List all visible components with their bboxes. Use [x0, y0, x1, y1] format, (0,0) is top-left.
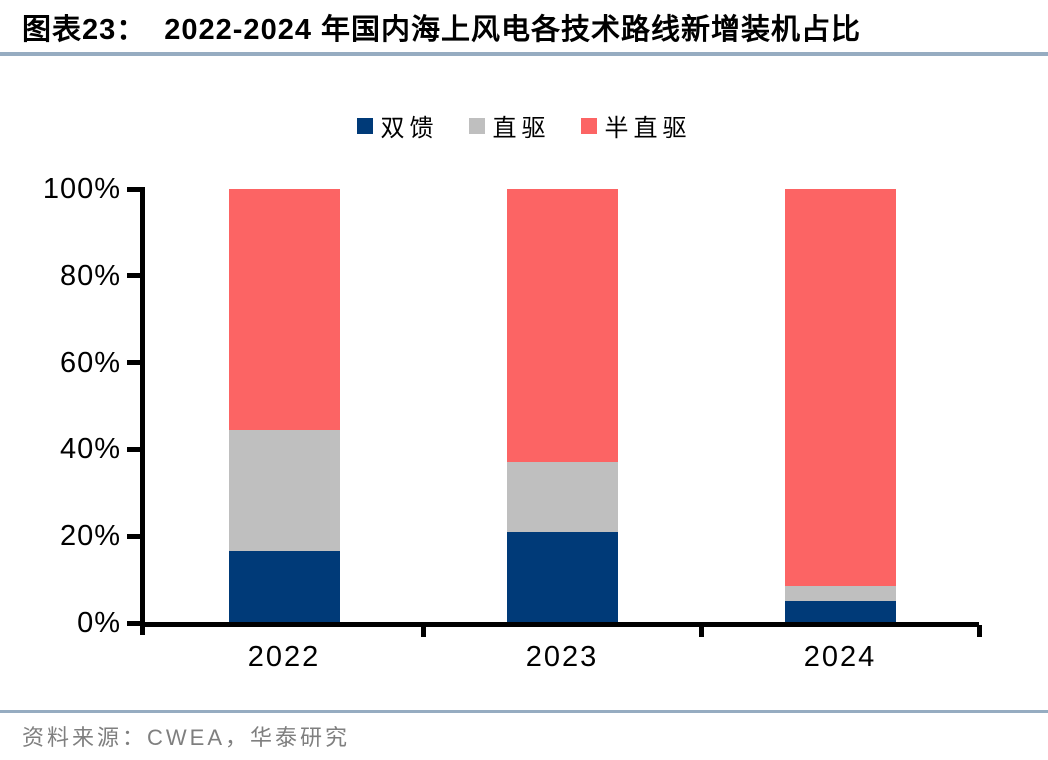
- y-axis-tick: [127, 446, 140, 452]
- source-note: 资料来源：CWEA，华泰研究: [22, 720, 350, 752]
- bar-2022-segment-0: [228, 551, 340, 623]
- figure-header: 图表23： 2022-2024 年国内海上风电各技术路线新增装机占比: [22, 6, 861, 48]
- x-axis-tick: [976, 625, 982, 637]
- y-axis-label: 0%: [77, 607, 121, 639]
- bar-2022-segment-2: [228, 189, 340, 430]
- x-axis-label: 2022: [247, 641, 321, 673]
- legend-label: 半直驱: [604, 115, 692, 142]
- figure-label: 图表23：: [22, 14, 147, 46]
- legend-swatch-icon: [468, 117, 485, 134]
- legend-swatch-icon: [356, 117, 373, 134]
- bar-2023-segment-1: [506, 462, 618, 532]
- y-axis-label: 60%: [59, 346, 121, 379]
- legend-label: 双馈: [380, 115, 439, 142]
- x-axis-tick: [420, 625, 426, 637]
- y-axis-tick: [127, 186, 140, 192]
- bar-2024-segment-2: [784, 189, 896, 587]
- legend-label: 直驱: [492, 115, 551, 142]
- header-divider: [0, 52, 1048, 56]
- legend-item-1: 直驱: [468, 108, 551, 143]
- bar-2024-segment-1: [784, 586, 896, 602]
- source-value: CWEA，华泰研究: [147, 725, 351, 750]
- source-label: 资料来源：: [22, 725, 148, 750]
- bar-2022-segment-1: [228, 429, 340, 552]
- y-axis-label: 40%: [59, 433, 121, 466]
- legend-item-2: 半直驱: [580, 108, 692, 143]
- footer-divider: [0, 710, 1048, 713]
- y-axis-label: 20%: [59, 520, 121, 553]
- y-axis-tick: [127, 273, 140, 279]
- chart-legend: 双馈 直驱 半直驱: [0, 108, 1048, 143]
- x-axis-label: 2023: [525, 641, 599, 673]
- figure-title: 2022-2024 年国内海上风电各技术路线新增装机占比: [164, 14, 862, 46]
- x-axis-label: 2024: [803, 641, 877, 673]
- bar-2023-segment-0: [506, 531, 618, 623]
- y-axis-line: [140, 187, 145, 635]
- legend-swatch-icon: [580, 117, 597, 134]
- x-axis-tick: [698, 625, 704, 637]
- y-axis-tick: [127, 360, 140, 366]
- y-axis-label: 100%: [42, 173, 121, 205]
- y-axis-label: 80%: [59, 259, 121, 292]
- bar-2023-segment-2: [506, 189, 618, 463]
- bar-2024-segment-0: [784, 601, 896, 623]
- x-axis-line: [140, 622, 979, 627]
- y-axis-tick: [127, 533, 140, 539]
- y-axis-tick: [127, 620, 140, 626]
- legend-item-0: 双馈: [356, 108, 439, 143]
